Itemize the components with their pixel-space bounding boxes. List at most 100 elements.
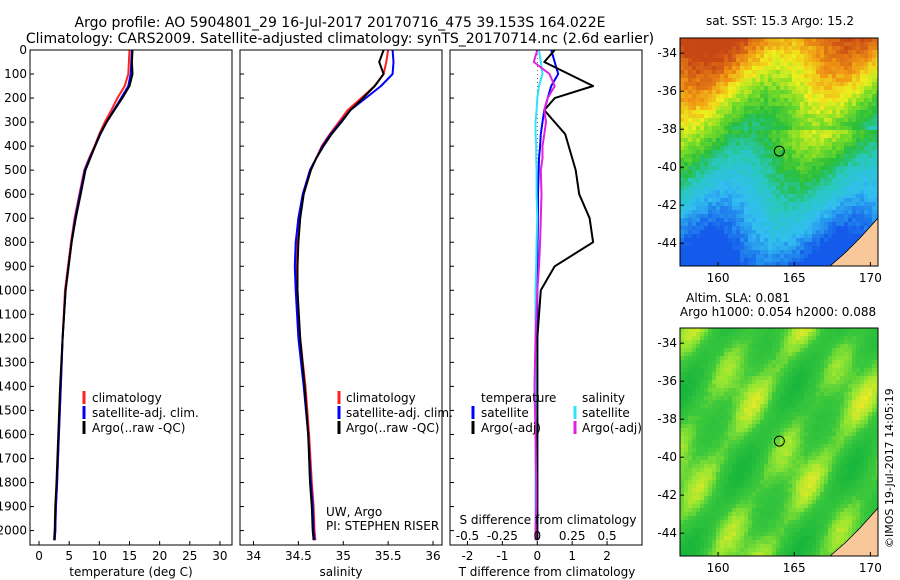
- map-cell: [688, 118, 692, 122]
- map-cell: [868, 376, 872, 380]
- map-cell: [720, 142, 724, 146]
- map-cell: [828, 146, 832, 150]
- map-cell: [688, 448, 692, 452]
- map-cell: [856, 416, 860, 420]
- map-cell: [712, 202, 716, 206]
- map-cell: [688, 74, 692, 78]
- map-cell: [748, 436, 752, 440]
- map-cell: [844, 122, 848, 126]
- map-cell: [684, 428, 688, 432]
- map-cell: [796, 400, 800, 404]
- map-cell: [844, 54, 848, 58]
- map-cell: [852, 106, 856, 110]
- depth-tick-label: 1700: [0, 451, 27, 465]
- map-cell: [688, 460, 692, 464]
- map-cell: [812, 412, 816, 416]
- map-cell: [680, 396, 684, 400]
- map-cell: [796, 118, 800, 122]
- map-cell: [764, 412, 768, 416]
- map-cell: [756, 364, 760, 368]
- map-cell: [760, 332, 764, 336]
- map-cell: [820, 218, 824, 222]
- map-cell: [808, 190, 812, 194]
- map-cell: [816, 242, 820, 246]
- map-cell: [812, 464, 816, 468]
- map-cell: [708, 90, 712, 94]
- map-cell: [780, 452, 784, 456]
- map-cell: [772, 424, 776, 428]
- map-cell: [872, 364, 876, 368]
- map-cell: [804, 178, 808, 182]
- map-cell: [772, 258, 776, 262]
- map-cell: [680, 54, 684, 58]
- map-cell: [736, 356, 740, 360]
- map-cell: [716, 476, 720, 480]
- map-cell: [808, 110, 812, 114]
- map-cell: [692, 162, 696, 166]
- map-cell: [696, 368, 700, 372]
- map-cell: [852, 122, 856, 126]
- map-cell: [792, 328, 796, 332]
- map-cell: [724, 448, 728, 452]
- map-cell: [732, 134, 736, 138]
- map-cell: [828, 38, 832, 42]
- map-cell: [772, 250, 776, 254]
- map-cell: [824, 130, 828, 134]
- map-cell: [812, 78, 816, 82]
- map-cell: [748, 106, 752, 110]
- map-cell: [784, 464, 788, 468]
- map-cell: [816, 46, 820, 50]
- map-cell: [788, 138, 792, 142]
- map-cell: [872, 412, 876, 416]
- map-cell: [756, 460, 760, 464]
- map-cell: [756, 412, 760, 416]
- map-cell: [816, 110, 820, 114]
- map-cell: [800, 138, 804, 142]
- map-cell: [728, 54, 732, 58]
- map-cell: [768, 344, 772, 348]
- map-cell: [772, 448, 776, 452]
- map-cell: [816, 222, 820, 226]
- map-cell: [684, 78, 688, 82]
- map-cell: [776, 448, 780, 452]
- map-cell: [872, 42, 876, 46]
- map-cell: [816, 162, 820, 166]
- map-cell: [768, 94, 772, 98]
- map-cell: [764, 424, 768, 428]
- map-cell: [832, 476, 836, 480]
- map-cell: [788, 214, 792, 218]
- map-cell: [832, 356, 836, 360]
- map-cell: [860, 42, 864, 46]
- map-cell: [856, 138, 860, 142]
- map-cell: [808, 360, 812, 364]
- map-cell: [864, 360, 868, 364]
- map-cell: [720, 380, 724, 384]
- map-cell: [824, 230, 828, 234]
- map-cell: [784, 356, 788, 360]
- map-cell: [752, 404, 756, 408]
- map-cell: [824, 174, 828, 178]
- map-cell: [776, 424, 780, 428]
- map-cell: [868, 222, 872, 226]
- map-cell: [876, 38, 878, 42]
- map-cell: [860, 122, 864, 126]
- map-cell: [736, 194, 740, 198]
- map-cell: [864, 98, 868, 102]
- map-cell: [744, 190, 748, 194]
- map-cell: [764, 146, 768, 150]
- map-cell: [824, 146, 828, 150]
- map-cell: [740, 420, 744, 424]
- map-cell: [852, 58, 856, 62]
- map-cell: [684, 262, 688, 266]
- map-cell: [876, 472, 878, 476]
- map-cell: [684, 102, 688, 106]
- map-cell: [736, 424, 740, 428]
- map-cell: [712, 348, 716, 352]
- map-cell: [852, 226, 856, 230]
- map-cell: [688, 102, 692, 106]
- map-cell: [728, 448, 732, 452]
- map-cell: [796, 444, 800, 448]
- map-cell: [772, 54, 776, 58]
- map-cell: [764, 476, 768, 480]
- map-cell: [820, 380, 824, 384]
